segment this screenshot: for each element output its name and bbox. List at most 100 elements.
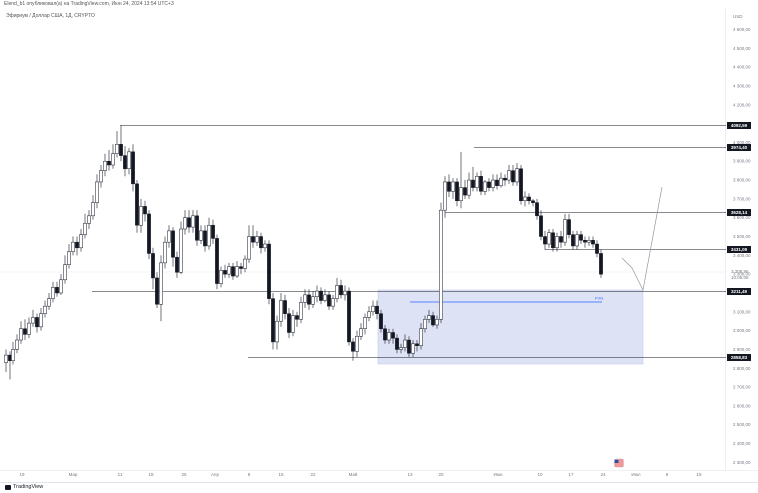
- bull-candle[interactable]: [435, 315, 439, 329]
- bear-candle[interactable]: [391, 328, 395, 344]
- bear-candle[interactable]: [155, 272, 159, 309]
- bull-candle[interactable]: [47, 292, 51, 310]
- bull-candle[interactable]: [243, 255, 247, 273]
- bear-candle[interactable]: [383, 324, 387, 344]
- bear-candle[interactable]: [583, 236, 587, 248]
- bear-candle[interactable]: [271, 292, 275, 350]
- bull-candle[interactable]: [51, 281, 55, 303]
- bull-candle[interactable]: [423, 315, 427, 333]
- bull-candle[interactable]: [359, 323, 363, 341]
- bull-candle[interactable]: [43, 300, 47, 318]
- bull-candle[interactable]: [315, 285, 319, 303]
- bull-candle[interactable]: [191, 210, 195, 233]
- bull-candle[interactable]: [183, 210, 187, 235]
- bear-candle[interactable]: [375, 300, 379, 320]
- bear-candle[interactable]: [75, 236, 79, 256]
- bear-candle[interactable]: [107, 149, 111, 171]
- bull-candle[interactable]: [247, 225, 251, 263]
- bull-candle[interactable]: [71, 236, 75, 256]
- bear-candle[interactable]: [543, 230, 547, 250]
- level-lines[interactable]: 4092,59 3974,40 3628,14 3431,09 3211,49 2858,…: [92, 122, 751, 361]
- bull-candle[interactable]: [87, 210, 91, 229]
- bull-candle[interactable]: [427, 309, 431, 324]
- bull-candle[interactable]: [79, 228, 83, 252]
- bull-candle[interactable]: [403, 334, 407, 352]
- bear-candle[interactable]: [447, 174, 451, 197]
- bear-candle[interactable]: [379, 309, 383, 333]
- bull-candle[interactable]: [275, 315, 279, 350]
- bear-candle[interactable]: [407, 336, 411, 357]
- bull-candle[interactable]: [255, 230, 259, 246]
- bear-candle[interactable]: [287, 308, 291, 339]
- bear-candle[interactable]: [239, 262, 243, 275]
- bull-candle[interactable]: [311, 291, 315, 309]
- bull-candle[interactable]: [91, 195, 95, 220]
- bull-candle[interactable]: [103, 153, 107, 177]
- bear-candle[interactable]: [595, 240, 599, 258]
- bull-candle[interactable]: [371, 300, 375, 316]
- bull-candle[interactable]: [163, 236, 167, 269]
- bear-candle[interactable]: [579, 230, 583, 245]
- candlestick-series[interactable]: [4, 125, 603, 380]
- bull-candle[interactable]: [419, 323, 423, 350]
- bull-candle[interactable]: [387, 328, 391, 344]
- bear-candle[interactable]: [171, 227, 175, 267]
- us-flag-icon[interactable]: [613, 457, 625, 469]
- bull-candle[interactable]: [563, 213, 567, 246]
- bull-candle[interactable]: [367, 306, 371, 322]
- bull-candle[interactable]: [331, 294, 335, 310]
- bear-candle[interactable]: [431, 311, 435, 327]
- bear-candle[interactable]: [119, 125, 123, 162]
- bull-candle[interactable]: [219, 266, 223, 288]
- bear-candle[interactable]: [591, 236, 595, 248]
- bear-candle[interactable]: [151, 247, 155, 290]
- bull-candle[interactable]: [115, 131, 119, 158]
- bear-candle[interactable]: [511, 165, 515, 186]
- bear-candle[interactable]: [559, 230, 563, 248]
- bear-candle[interactable]: [203, 225, 207, 252]
- bull-candle[interactable]: [15, 334, 19, 354]
- bull-candle[interactable]: [499, 172, 503, 188]
- bear-candle[interactable]: [351, 338, 355, 361]
- bull-candle[interactable]: [11, 341, 15, 365]
- bull-candle[interactable]: [555, 232, 559, 252]
- price-chart[interactable]: USD 4 600,00 4 500,00 4 400,00 4 300,00 4 20…: [0, 0, 758, 482]
- bull-candle[interactable]: [443, 176, 447, 218]
- bear-candle[interactable]: [267, 240, 271, 305]
- bear-candle[interactable]: [35, 313, 39, 333]
- bear-candle[interactable]: [55, 281, 59, 297]
- bull-candle[interactable]: [575, 230, 579, 250]
- bull-candle[interactable]: [179, 221, 183, 275]
- bear-candle[interactable]: [251, 225, 255, 248]
- bull-candle[interactable]: [19, 321, 23, 344]
- bull-candle[interactable]: [279, 292, 283, 327]
- bear-candle[interactable]: [535, 198, 539, 220]
- bull-candle[interactable]: [411, 340, 415, 357]
- bear-candle[interactable]: [567, 213, 571, 239]
- bear-candle[interactable]: [215, 234, 219, 290]
- bull-candle[interactable]: [467, 172, 471, 199]
- bear-candle[interactable]: [283, 294, 287, 320]
- bull-candle[interactable]: [263, 240, 267, 252]
- bear-candle[interactable]: [463, 180, 467, 199]
- bear-candle[interactable]: [479, 170, 483, 196]
- bull-candle[interactable]: [491, 174, 495, 192]
- bear-candle[interactable]: [143, 200, 147, 222]
- bull-candle[interactable]: [235, 260, 239, 278]
- bear-candle[interactable]: [175, 251, 179, 278]
- bull-candle[interactable]: [523, 191, 527, 207]
- bear-candle[interactable]: [195, 210, 199, 246]
- bear-candle[interactable]: [8, 351, 12, 380]
- bull-candle[interactable]: [483, 180, 487, 196]
- bull-candle[interactable]: [323, 289, 327, 303]
- bear-candle[interactable]: [23, 319, 27, 341]
- bull-candle[interactable]: [439, 202, 443, 324]
- projection-path[interactable]: [621, 186, 663, 292]
- bear-candle[interactable]: [599, 249, 603, 278]
- bear-candle[interactable]: [455, 178, 459, 207]
- bear-candle[interactable]: [531, 198, 535, 207]
- bull-candle[interactable]: [459, 151, 463, 209]
- bull-candle[interactable]: [95, 174, 99, 209]
- bull-candle[interactable]: [515, 163, 519, 186]
- bear-candle[interactable]: [211, 219, 215, 245]
